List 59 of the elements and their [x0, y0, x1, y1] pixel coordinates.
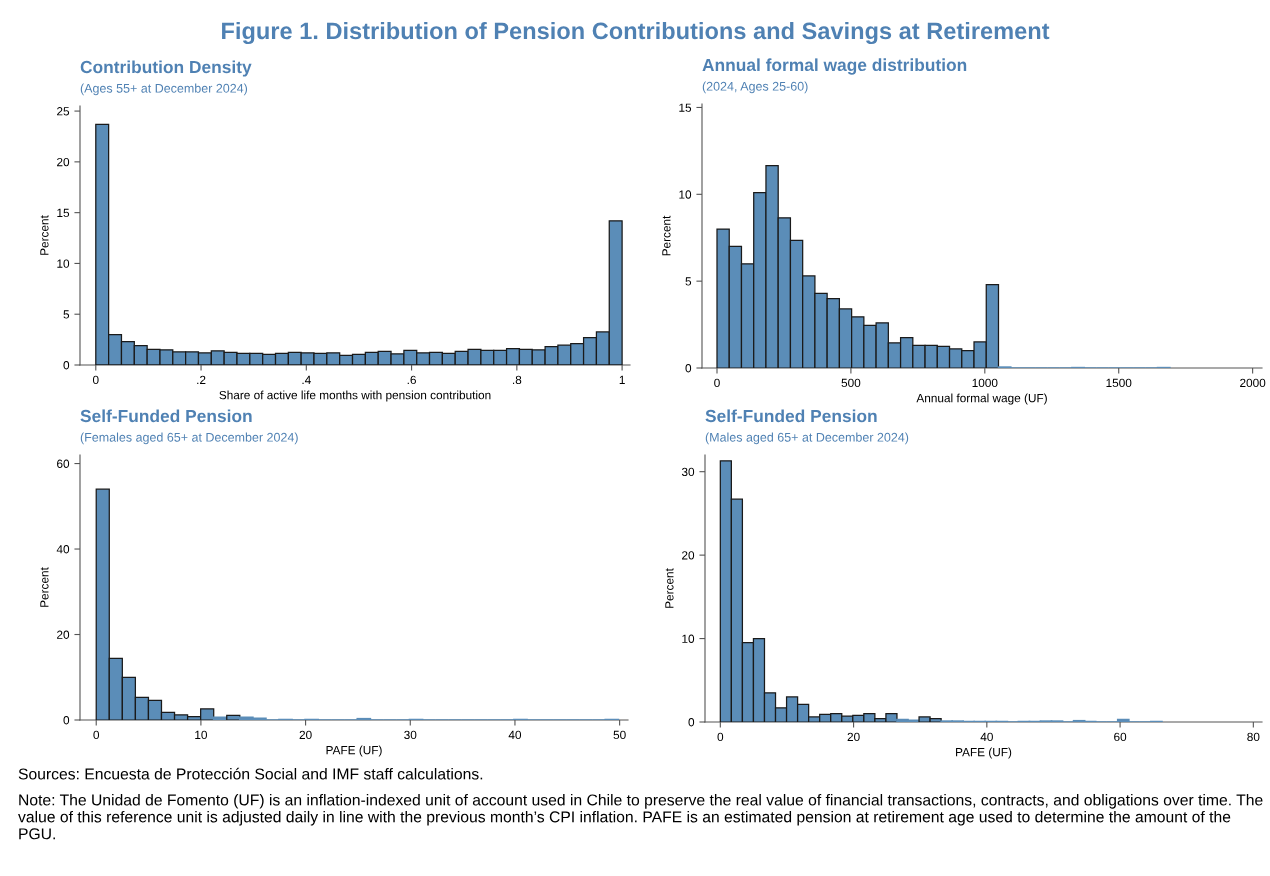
y-axis-title: Percent: [665, 568, 674, 608]
x-tick-label: 500: [841, 378, 861, 388]
y-axis-title: Percent: [40, 215, 49, 255]
x-tick-label: .4: [302, 375, 311, 384]
x-tick-label: 40: [508, 730, 522, 740]
y-tick-label: 0: [63, 716, 70, 725]
chart-title: Annual formal wage distribution: [702, 58, 967, 75]
chart-subtitle: (Females aged 65+ at December 2024): [80, 432, 298, 445]
x-tick-label: .8: [513, 375, 522, 385]
x-tick-label: 20: [299, 730, 312, 740]
y-tick-label: 10: [682, 634, 695, 643]
x-tick-label: 0: [93, 730, 100, 740]
y-tick-label: 30: [681, 467, 695, 477]
y-tick-label: 60: [57, 459, 70, 468]
y-tick-label: 0: [688, 718, 695, 727]
text: Note: The Unidad de Fomento (UF) is an inflation-indexed unit of account used in Chile to preserve the real value of financial transactions, contracts, and obligations over time. The value of this reference unit is adjusted daily in line with the previous month’s CPI inflation. PAFE is an estimated pension at retirement age used to determine the amount of the PGU.: [18, 794, 1263, 840]
source-note: Sources: Encuesta de Protección Social and IMF staff calculations.: [18, 767, 483, 780]
y-tick-label: 5: [63, 310, 70, 319]
x-tick-label: 1: [619, 375, 625, 384]
y-tick-label: 10: [57, 259, 70, 268]
y-axis-title: Percent: [40, 567, 49, 607]
y-tick-label: 0: [685, 364, 692, 373]
x-tick-label: 20: [847, 732, 860, 742]
y-tick-label: 5: [685, 277, 692, 286]
y-tick-label: 0: [63, 361, 70, 370]
x-tick-label: .2: [197, 375, 206, 384]
x-tick-label: 60: [1114, 732, 1127, 742]
x-axis-title: Share of active life months with pension contribution: [219, 390, 491, 402]
y-tick-label: 40: [56, 545, 70, 554]
x-tick-label: 1500: [1106, 378, 1132, 388]
x-axis-title: PAFE (UF): [956, 747, 1012, 759]
chart-subtitle: (2024, Ages 25-60): [702, 81, 808, 94]
y-axis-title: Percent: [662, 215, 671, 256]
y-tick-label: 20: [57, 157, 70, 167]
x-tick-label: 50: [613, 730, 626, 740]
x-tick-label: .6: [407, 375, 416, 385]
y-tick-label: 10: [679, 190, 692, 199]
x-tick-label: 1000: [972, 378, 998, 388]
y-tick-label: 20: [682, 551, 695, 560]
x-tick-label: 0: [717, 732, 724, 742]
text: Figure 1. Distribution of Pension Contributions and Savings at Retirement: [222, 21, 1050, 45]
y-tick-label: 25: [57, 107, 70, 116]
chart-title: Self-Funded Pension: [705, 409, 877, 423]
x-tick-label: 10: [195, 730, 208, 740]
chart-subtitle: (Males aged 65+ at December 2024): [705, 432, 909, 445]
x-tick-label: 40: [980, 732, 993, 742]
x-tick-label: 2000: [1240, 378, 1266, 388]
x-tick-label: 0: [92, 375, 99, 385]
chart-title: Self-Funded Pension: [80, 409, 252, 423]
x-tick-label: 80: [1247, 732, 1260, 742]
x-axis-title: Annual formal wage (UF): [916, 393, 1047, 405]
chart-title: Contribution Density: [80, 60, 252, 77]
x-tick-label: 0: [714, 378, 720, 388]
x-axis-title: PAFE (UF): [326, 745, 382, 757]
y-tick-label: 20: [57, 630, 70, 639]
y-tick-label: 15: [57, 208, 70, 218]
chart-subtitle: (Ages 55+ at December 2024): [80, 83, 248, 96]
x-tick-label: 30: [404, 730, 417, 740]
y-tick-label: 15: [679, 103, 692, 112]
